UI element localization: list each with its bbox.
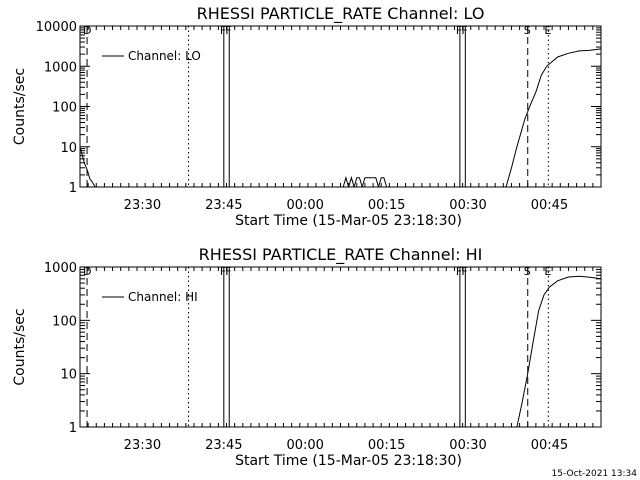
series-line: [342, 175, 388, 187]
event-marker-label: F: [456, 265, 462, 278]
event-marker-label: F: [456, 24, 462, 37]
x-tick-label: 23:30: [124, 198, 161, 213]
plot-data-area: [86, 267, 601, 427]
series-line: [505, 48, 601, 187]
timestamp: 15-Oct-2021 13:34: [552, 469, 638, 479]
y-tick-label: 10: [60, 368, 77, 383]
event-marker-label: F: [220, 24, 226, 37]
x-axis-label: Start Time (15-Mar-05 23:18:30): [235, 213, 462, 229]
series-line: [80, 145, 96, 187]
lo-channel-plot: RHESSI PARTICLE_RATE Channel: LO 1 10 100 10…: [12, 4, 602, 229]
x-tick-label: 23:45: [205, 438, 242, 453]
y-tick-label: 1: [69, 181, 77, 196]
event-marker-label: F: [220, 265, 226, 278]
x-tick-label: 00:00: [286, 198, 323, 213]
y-tick-label: 100: [52, 101, 77, 116]
hi-channel-plot: RHESSI PARTICLE_RATE Channel: HI 1 10 100 10…: [12, 245, 602, 469]
event-marker-label: F: [225, 24, 231, 37]
x-axis-label: Start Time (15-Mar-05 23:18:30): [235, 453, 462, 469]
legend-label: Channel: HI: [128, 290, 198, 304]
event-marker-label: S: [524, 265, 531, 278]
event-marker-label: D: [83, 265, 91, 278]
y-tick-label: 10000: [36, 20, 77, 35]
x-tick-label: 00:15: [368, 438, 405, 453]
event-marker-label: F: [461, 265, 467, 278]
chart-title: RHESSI PARTICLE_RATE Channel: LO: [197, 4, 485, 24]
legend-label: Channel: LO: [128, 49, 201, 63]
event-marker-label: E: [544, 265, 551, 278]
y-axis-label: Counts/sec: [12, 68, 28, 145]
y-tick-label: 1000: [44, 60, 77, 75]
y-axis-label: Counts/sec: [12, 308, 28, 385]
x-tick-label: 00:00: [286, 438, 323, 453]
y-tick-label: 1000: [44, 261, 77, 276]
x-tick-label: 00:45: [531, 438, 568, 453]
event-marker-label: D: [83, 24, 91, 37]
x-tick-label: 23:45: [205, 198, 242, 213]
event-marker-label: E: [544, 24, 551, 37]
x-tick-label: 00:45: [531, 198, 568, 213]
chart-title: RHESSI PARTICLE_RATE Channel: HI: [199, 245, 483, 265]
x-tick-label: 00:30: [449, 198, 486, 213]
x-tick-label: 00:30: [449, 438, 486, 453]
event-marker-label: F: [461, 24, 467, 37]
y-tick-label: 10: [60, 141, 77, 156]
plot-data-area: [80, 26, 601, 187]
x-tick-label: 23:30: [124, 438, 161, 453]
y-tick-label: 1: [69, 421, 77, 436]
y-tick-label: 100: [52, 314, 77, 329]
event-marker-label: S: [524, 24, 531, 37]
x-tick-label: 00:15: [368, 198, 405, 213]
series-line: [516, 275, 601, 427]
event-marker-label: F: [225, 265, 231, 278]
